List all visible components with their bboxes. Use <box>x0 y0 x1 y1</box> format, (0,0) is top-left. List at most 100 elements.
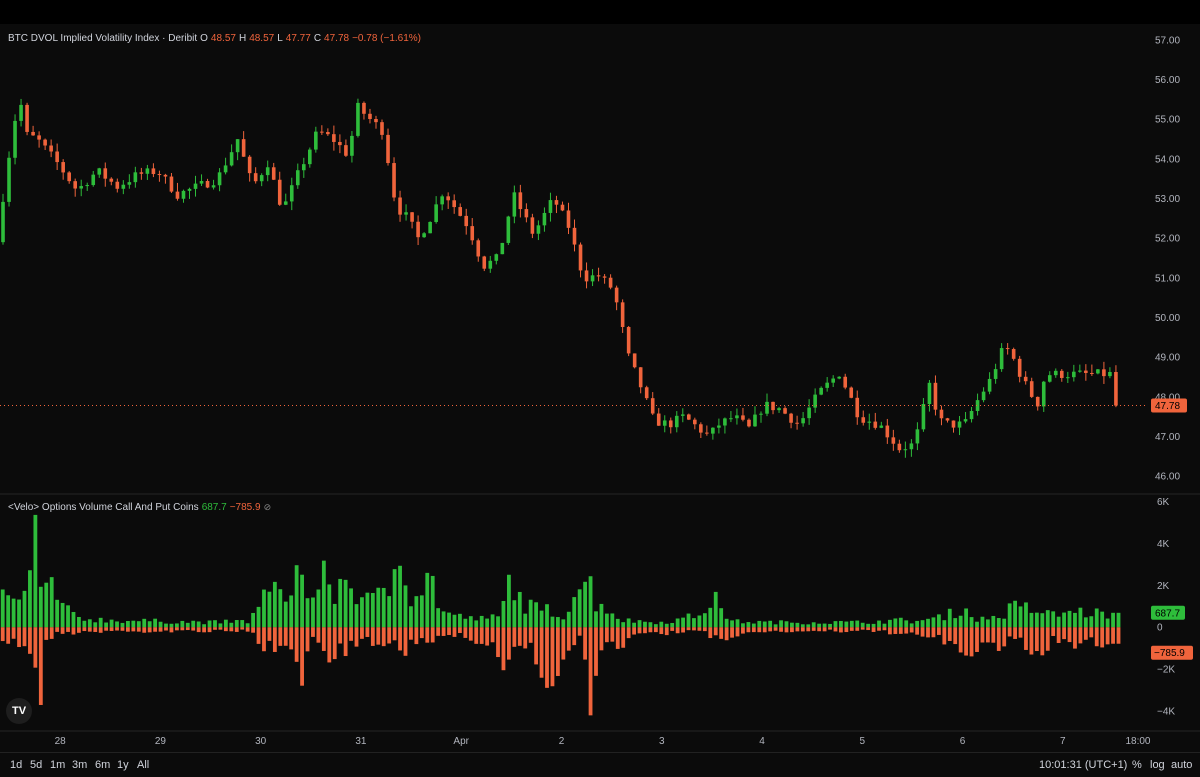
put-volume-bar <box>496 627 500 658</box>
put-volume-bar <box>1045 627 1050 651</box>
put-volume-bar <box>245 627 250 632</box>
put-volume-bar <box>419 627 424 639</box>
candle <box>981 391 986 401</box>
put-volume-bar <box>1062 627 1066 640</box>
call-volume-bar <box>958 615 963 628</box>
timeframe-5d[interactable]: 5d <box>30 759 43 771</box>
log-toggle[interactable]: log <box>1150 759 1165 771</box>
put-volume-bar <box>441 627 446 636</box>
put-volume-bar <box>49 627 54 639</box>
candle <box>277 179 282 205</box>
timeframe-6m[interactable]: 6m <box>95 759 111 771</box>
candle <box>211 185 216 188</box>
call-volume-bar <box>550 616 555 628</box>
call-volume-bar <box>724 618 729 628</box>
candle <box>55 151 59 163</box>
call-volume-bar <box>898 617 903 628</box>
candle <box>939 409 944 419</box>
put-volume-bar <box>196 627 201 633</box>
put-volume-bar <box>430 627 435 643</box>
candle <box>422 233 426 238</box>
put-volume-bar <box>403 627 408 656</box>
put-volume-bar <box>523 627 528 649</box>
volume-legend: <Velo> Options Volume Call And Put Coins… <box>8 502 271 513</box>
call-volume-bar <box>980 616 985 628</box>
percent-toggle[interactable]: % <box>1132 759 1142 771</box>
put-volume-bar <box>659 627 664 635</box>
put-volume-bar <box>757 627 762 633</box>
candle <box>867 421 872 423</box>
candle <box>542 212 547 226</box>
candle <box>879 425 884 428</box>
call-volume-bar <box>104 622 109 628</box>
call-volume-bar <box>316 589 321 628</box>
put-volume-bar <box>975 627 979 652</box>
put-volume-bar <box>817 627 822 632</box>
clock[interactable]: 10:01:31 (UTC+1) <box>1039 759 1128 771</box>
timeframe-all[interactable]: All <box>137 759 150 771</box>
candle <box>969 411 974 420</box>
symbol-title: BTC DVOL Implied Volatility Index · Deri… <box>8 33 198 44</box>
call-volume-bar <box>234 620 239 628</box>
candle <box>837 376 842 379</box>
put-volume-bar <box>349 627 353 641</box>
call-volume-bar <box>207 620 212 628</box>
call-volume-bar <box>871 623 876 628</box>
auto-toggle[interactable]: auto <box>1171 759 1193 771</box>
timeframe-1d[interactable]: 1d <box>10 759 23 771</box>
candle <box>416 221 420 238</box>
candle <box>121 184 126 189</box>
candle <box>1029 381 1034 397</box>
candle <box>295 170 300 186</box>
put-volume-bar <box>779 627 783 632</box>
candle <box>326 132 330 135</box>
timeframe-1y[interactable]: 1y <box>117 759 129 771</box>
candle <box>819 387 823 395</box>
call-volume-bar <box>180 620 185 628</box>
put-volume-bar <box>294 627 299 662</box>
price-axis-tick: 55.00 <box>1155 115 1180 126</box>
hidden-eye-icon[interactable]: ⊘ <box>263 502 272 512</box>
put-volume-bar <box>490 627 495 643</box>
time-axis-tick: 18:00 <box>1125 736 1150 747</box>
candle <box>1108 372 1112 377</box>
candle <box>626 327 631 354</box>
candle <box>843 376 848 388</box>
candle <box>584 270 589 282</box>
candle <box>957 421 962 428</box>
time-axis-tick: 3 <box>659 736 665 747</box>
put-volume-bar <box>517 627 522 646</box>
call-volume-bar <box>370 592 375 628</box>
timeframe-3m[interactable]: 3m <box>72 759 88 771</box>
put-volume-bar <box>545 627 549 688</box>
put-volume-bar <box>566 627 571 651</box>
put-volume-bar <box>936 627 941 635</box>
candle <box>7 157 11 202</box>
candle <box>741 415 745 420</box>
candle <box>79 186 84 189</box>
call-volume-bar <box>746 622 751 628</box>
timeframe-1m[interactable]: 1m <box>50 759 66 771</box>
call-volume-bar <box>485 618 490 628</box>
call-volume-bar <box>996 618 1001 628</box>
put-volume-bar <box>0 627 5 642</box>
call-volume-bar <box>664 623 669 628</box>
call-volume-bar <box>6 595 11 628</box>
candle <box>807 407 811 419</box>
candle <box>217 172 222 186</box>
call-volume-bar <box>806 624 811 628</box>
call-volume-bar <box>251 612 255 628</box>
call-volume-bar <box>447 612 451 628</box>
put-volume-badge-label: −785.9 <box>1154 648 1185 659</box>
candle <box>235 139 240 153</box>
call-volume-bar <box>844 621 849 628</box>
tradingview-logo-icon[interactable]: TV <box>6 698 32 724</box>
chart-canvas[interactable]: 46.00 47.00 48.00 49.00 50.00 51.00 52.00 53.00… <box>0 0 1200 752</box>
candle <box>199 181 204 184</box>
candle <box>49 145 53 152</box>
put-volume-bar <box>28 627 32 654</box>
put-volume-bar <box>501 627 506 671</box>
put-volume-bar <box>980 627 985 643</box>
put-volume-bar <box>1051 627 1056 637</box>
put-volume-bar <box>664 627 669 636</box>
